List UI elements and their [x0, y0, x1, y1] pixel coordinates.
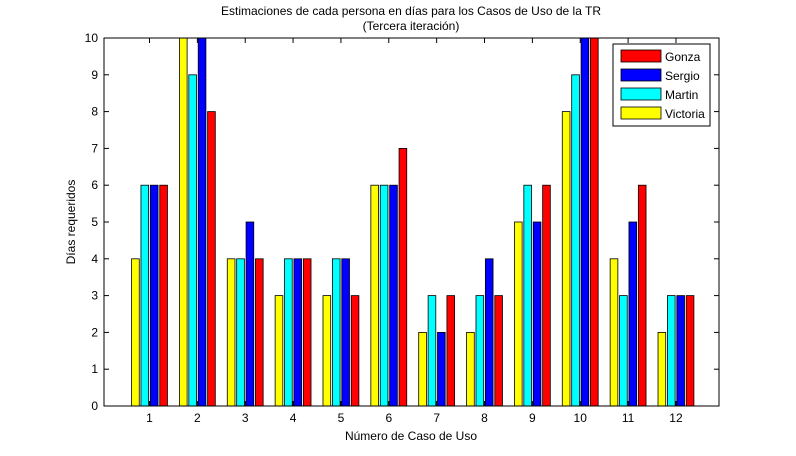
bar-sergio-4: [293, 258, 303, 407]
y-tick-label-4: 4: [91, 252, 98, 266]
y-tick-label-0: 0: [91, 399, 98, 413]
x-tick-label-12: 12: [669, 411, 683, 425]
x-tick-label-5: 5: [338, 411, 345, 425]
y-tick-label-6: 6: [91, 178, 98, 192]
y-tick-label-1: 1: [91, 362, 98, 376]
bar-sergio-6: [389, 184, 398, 407]
legend-label-gonza: Gonza: [665, 50, 701, 64]
bar-martin-9: [523, 184, 532, 407]
x-tick-label-8: 8: [481, 411, 488, 425]
bar-gonza-9: [542, 184, 551, 407]
bar-gonza-4: [302, 258, 312, 407]
x-tick-label-3: 3: [242, 411, 249, 425]
bar-gonza-6: [398, 147, 408, 407]
x-tick-label-9: 9: [529, 411, 536, 425]
bar-gonza-8: [494, 295, 503, 407]
bar-victoria-7: [418, 331, 427, 407]
legend-swatch-victoria: [620, 106, 662, 120]
bar-sergio-11: [628, 221, 638, 407]
legend-label-sergio: Sergio: [665, 69, 700, 83]
bar-victoria-9: [514, 221, 523, 407]
bar-gonza-10: [590, 37, 599, 407]
bar-sergio-8: [484, 258, 494, 407]
y-tick-label-5: 5: [91, 215, 98, 229]
bar-victoria-1: [131, 258, 140, 407]
bar-martin-3: [236, 258, 245, 407]
bar-martin-10: [571, 74, 580, 407]
bar-victoria-4: [274, 295, 284, 407]
x-axis-label: Número de Caso de Uso: [345, 429, 477, 443]
y-tick-label-10: 10: [85, 31, 99, 45]
bar-sergio-9: [532, 221, 542, 407]
bar-sergio-10: [580, 37, 590, 407]
bar-victoria-2: [179, 37, 188, 407]
plot-border: [103, 37, 720, 407]
legend-swatch-martin: [620, 87, 662, 101]
bar-gonza-12: [685, 295, 695, 407]
x-tick-label-7: 7: [433, 411, 440, 425]
bar-victoria-10: [561, 111, 571, 407]
bar-gonza-11: [637, 184, 647, 407]
bar-martin-2: [188, 74, 197, 407]
bar-victoria-6: [370, 184, 379, 407]
bar-sergio-12: [676, 295, 685, 407]
legend-swatch-sergio: [620, 68, 662, 82]
x-tick-label-6: 6: [385, 411, 392, 425]
bar-sergio-1: [149, 184, 159, 407]
legend-label-martin: Martin: [665, 88, 698, 102]
bar-sergio-7: [437, 331, 446, 407]
x-tick-label-1: 1: [146, 411, 153, 425]
y-tick-label-7: 7: [91, 141, 98, 155]
y-tick-label-2: 2: [91, 325, 98, 339]
bar-gonza-7: [446, 295, 456, 407]
y-tick-label-3: 3: [91, 289, 98, 303]
bar-martin-8: [475, 295, 485, 407]
chart-title: Estimaciones de cada persona en días par…: [221, 4, 601, 18]
x-tick-label-4: 4: [290, 411, 297, 425]
y-tick-label-9: 9: [91, 68, 98, 82]
x-tick-label-10: 10: [574, 411, 588, 425]
bar-sergio-2: [197, 37, 207, 407]
legend: Gonza Sergio Martin Victoria: [612, 43, 711, 127]
y-axis-label: Días requeridos: [64, 180, 78, 265]
bar-martin-11: [619, 295, 628, 407]
bar-gonza-1: [159, 184, 168, 407]
x-tick-label-11: 11: [622, 411, 635, 425]
bar-sergio-3: [245, 221, 255, 407]
bar-victoria-5: [322, 295, 332, 407]
bar-gonza-3: [255, 258, 264, 407]
bar-martin-6: [379, 184, 389, 407]
y-tick-label-8: 8: [91, 105, 98, 119]
bar-victoria-11: [609, 258, 619, 407]
bar-gonza-5: [350, 295, 360, 407]
bar-gonza-2: [207, 111, 216, 407]
bar-victoria-8: [466, 331, 475, 407]
bar-sergio-5: [341, 258, 350, 407]
bar-martin-12: [667, 295, 676, 407]
bar-victoria-3: [226, 258, 236, 407]
bar-martin-5: [331, 258, 341, 407]
chart-subtitle: (Tercera iteración): [363, 19, 460, 33]
legend-label-victoria: Victoria: [665, 107, 705, 121]
legend-swatch-gonza: [620, 49, 662, 63]
bar-martin-7: [427, 295, 437, 407]
bar-victoria-12: [657, 331, 667, 407]
bar-martin-1: [140, 184, 150, 407]
bar-martin-4: [284, 258, 293, 407]
x-tick-label-2: 2: [194, 411, 201, 425]
